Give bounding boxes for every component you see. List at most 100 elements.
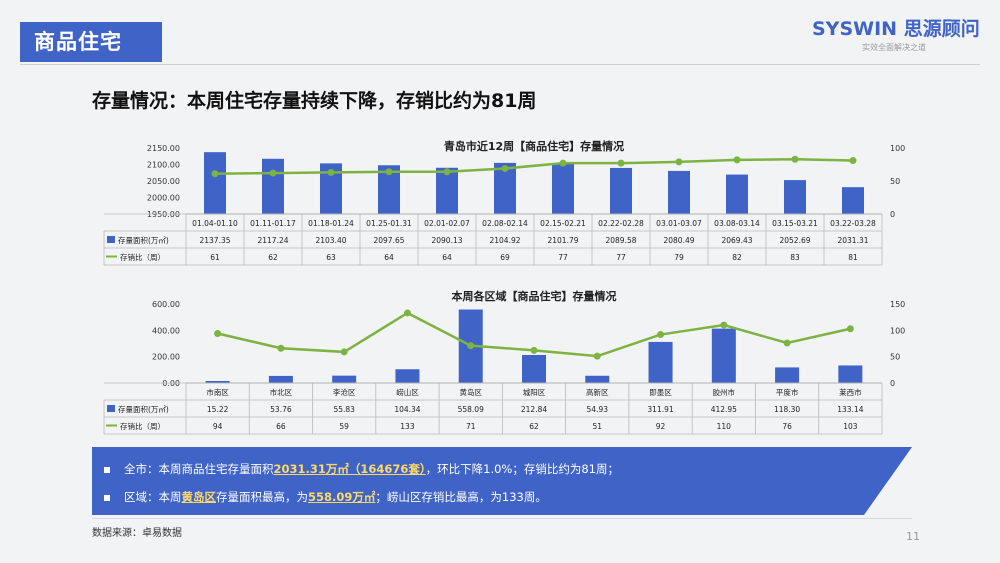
line-point xyxy=(559,159,567,167)
bar-value-label: 53.76 xyxy=(270,405,292,414)
category-label: 03.01-03.07 xyxy=(656,219,702,228)
line-point xyxy=(501,164,509,172)
bar-value-label: 2089.58 xyxy=(605,236,636,245)
legend-swatch-bar xyxy=(107,236,115,243)
line-value-label: 51 xyxy=(592,422,602,431)
bar-value-label: 15.22 xyxy=(207,405,229,414)
category-label: 平度市 xyxy=(776,387,799,397)
y-tick-label: 400.00 xyxy=(152,326,180,335)
section-title: 商品住宅 xyxy=(34,30,122,54)
category-label: 市南区 xyxy=(206,387,229,397)
category-label: 黄岛区 xyxy=(459,387,482,397)
legend-label-bar: 存量面积(万㎡) xyxy=(118,404,169,414)
series-line xyxy=(214,157,854,175)
brand-cn: 思源顾问 xyxy=(903,18,980,40)
bar xyxy=(332,375,357,383)
line-value-label: 92 xyxy=(656,422,666,431)
bar xyxy=(395,369,420,383)
bar-value-label: 311.91 xyxy=(647,405,673,414)
category-label: 城阳区 xyxy=(523,388,546,397)
line-value-label: 64 xyxy=(384,253,394,262)
line-point xyxy=(340,348,348,356)
line-value-label: 94 xyxy=(213,422,223,431)
category-label: 01.25-01.31 xyxy=(366,219,412,228)
line-value-label: 59 xyxy=(339,422,349,431)
category-label: 胶州市 xyxy=(713,387,736,397)
district-inventory-chart: 本周各区域【商品住宅】存量情况 600.00 400.00 200.00 0.00 150… xyxy=(103,289,905,435)
line-point xyxy=(385,168,393,176)
category-label: 03.15-03.21 xyxy=(772,219,818,228)
line-point xyxy=(269,169,277,177)
y2-tick-label: 100 xyxy=(890,326,905,335)
category-label: 03.22-03.28 xyxy=(830,219,876,228)
line-value-label: 103 xyxy=(843,422,858,431)
line-point xyxy=(593,352,601,360)
summary-box xyxy=(92,447,912,515)
bar xyxy=(775,367,800,383)
brand-tagline: 实效全面解决之道 xyxy=(862,43,926,52)
line-point xyxy=(675,158,683,166)
bar xyxy=(648,341,673,383)
bar xyxy=(784,180,806,214)
line-point xyxy=(327,168,335,176)
bar-value-label: 2031.31 xyxy=(837,236,868,245)
bar xyxy=(204,152,226,214)
legend-swatch-bar xyxy=(107,405,115,412)
category-label: 即墨区 xyxy=(649,388,672,397)
category-label: 李沧区 xyxy=(333,387,356,397)
line-value-label: 66 xyxy=(276,422,286,431)
line-point xyxy=(849,157,857,165)
line-value-label: 82 xyxy=(732,253,742,262)
bar-value-label: 2052.69 xyxy=(779,236,810,245)
line-value-label: 133 xyxy=(400,422,415,431)
line-value-label: 61 xyxy=(210,253,220,262)
category-label: 02.15-02.21 xyxy=(540,219,586,228)
line-point xyxy=(791,155,799,163)
legend-label-line: 存销比（周） xyxy=(120,252,165,262)
y-tick-label: 2150.00 xyxy=(147,144,180,153)
bar xyxy=(726,174,748,214)
bar-value-label: 558.09 xyxy=(458,405,484,414)
category-label: 莱西市 xyxy=(839,387,862,397)
bar xyxy=(552,163,574,214)
bar xyxy=(378,165,400,214)
line-value-label: 110 xyxy=(717,422,732,431)
line-value-label: 77 xyxy=(558,253,568,262)
weekly-inventory-chart: 青岛市近12周【商品住宅】存量情况 2150.00 2100.00 2050.00 20… xyxy=(103,139,905,266)
brand-logo: SYSWIN 思源顾问 xyxy=(812,14,980,41)
y2-tick-label: 50 xyxy=(890,353,900,362)
bar xyxy=(436,167,458,214)
line-value-label: 62 xyxy=(268,253,278,262)
data-source: 数据来源：卓易数据 xyxy=(92,528,182,539)
category-label: 市北区 xyxy=(270,387,293,397)
y-tick-label: 200.00 xyxy=(152,353,180,362)
summary-line-citywide: 全市：本周商品住宅存量面积2031.31万㎡（164676套），环比下降1.0%… xyxy=(104,461,619,477)
category-label: 01.11-01.17 xyxy=(250,219,296,228)
line-point xyxy=(783,339,791,347)
y-tick-label: 2100.00 xyxy=(147,161,180,170)
page-headline: 存量情况：本周住宅存量持续下降，存销比约为81周 xyxy=(92,90,537,112)
bar-value-label: 2080.49 xyxy=(663,236,694,245)
line-value-label: 69 xyxy=(500,253,510,262)
line-value-label: 83 xyxy=(790,253,800,262)
footer-divider xyxy=(92,518,912,519)
bar-value-label: 2090.13 xyxy=(431,236,462,245)
bullet-icon xyxy=(104,466,110,473)
bar xyxy=(262,158,284,214)
line-point xyxy=(214,329,222,337)
bar-value-label: 212.84 xyxy=(521,405,547,414)
bullet-icon xyxy=(104,494,110,501)
line-value-label: 63 xyxy=(326,253,336,262)
bar-value-label: 2101.79 xyxy=(547,236,578,245)
y2-tick-label: 150 xyxy=(890,300,905,309)
line-value-label: 77 xyxy=(616,253,626,262)
category-label: 高新区 xyxy=(586,387,609,397)
bar-value-label: 412.95 xyxy=(711,405,737,414)
section-title-bar xyxy=(20,22,162,62)
bar-value-label: 2069.43 xyxy=(721,236,752,245)
bar xyxy=(842,187,864,214)
bar-value-label: 2097.65 xyxy=(373,236,404,245)
y-tick-label: 1950.00 xyxy=(147,210,180,219)
line-value-label: 81 xyxy=(848,253,858,262)
bar xyxy=(610,167,632,214)
